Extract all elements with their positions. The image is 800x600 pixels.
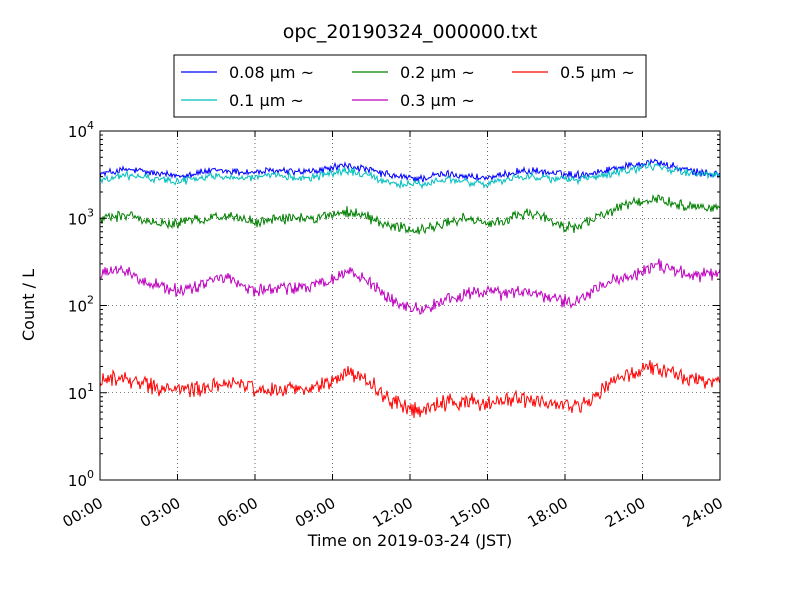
x-axis-label: Time on 2019-03-24 (JST): [307, 531, 512, 550]
y-axis-label: Count / L: [19, 269, 38, 341]
series-lines: [99, 158, 721, 419]
y-tick-exponent: 1: [87, 381, 94, 394]
series-line-3: [99, 194, 721, 235]
y-tick-label: 101: [68, 381, 94, 403]
x-tick-label: 03:00: [137, 494, 183, 531]
y-tick-exponent: 2: [87, 294, 94, 307]
legend-label-2: 0.1 μm ~: [229, 91, 304, 110]
x-tick-label: 18:00: [525, 494, 571, 531]
y-tick-exponent: 0: [87, 468, 94, 481]
y-tick-base: 10: [68, 472, 87, 490]
y-tick-label: 103: [68, 206, 94, 228]
series-line-4: [99, 258, 721, 315]
legend-box: [173, 54, 647, 118]
legend-label-4: 0.3 μm ~: [400, 91, 475, 110]
series-line-2: [99, 160, 721, 190]
y-tick-label: 102: [68, 294, 94, 316]
x-tick-label: 24:00: [680, 494, 726, 531]
y-tick-exponent: 3: [87, 206, 94, 219]
grid: [100, 131, 720, 480]
x-tick-label: 12:00: [370, 494, 416, 531]
x-tick-label: 15:00: [447, 494, 493, 531]
y-tick-label: 100: [68, 468, 94, 490]
legend-label-1: 0.08 μm ~: [229, 63, 314, 82]
legend-label-3: 0.2 μm ~: [400, 63, 475, 82]
x-tick-label: 06:00: [215, 494, 261, 531]
x-tick-label: 09:00: [292, 494, 338, 531]
chart-title: opc_20190324_000000.txt: [283, 21, 538, 43]
y-tick-base: 10: [68, 123, 87, 141]
x-tick-label: 00:00: [60, 494, 106, 531]
ticks: [99, 130, 721, 481]
y-tick-base: 10: [68, 210, 87, 228]
legend: 0.08 μm ~ 0.1 μm ~ 0.2 μm ~ 0.3 μm ~ 0.5 μm …: [173, 54, 647, 118]
x-tick-labels: 00:00 03:00 06:00 09:00 12:00 15:00 18:00 21:00…: [60, 494, 726, 531]
legend-label-5: 0.5 μm ~: [560, 63, 635, 82]
series-line-5: [99, 360, 721, 419]
x-tick-label: 21:00: [602, 494, 648, 531]
y-tick-base: 10: [68, 385, 87, 403]
y-tick-exponent: 4: [87, 119, 94, 132]
y-tick-base: 10: [68, 298, 87, 316]
y-tick-label: 104: [68, 119, 94, 141]
